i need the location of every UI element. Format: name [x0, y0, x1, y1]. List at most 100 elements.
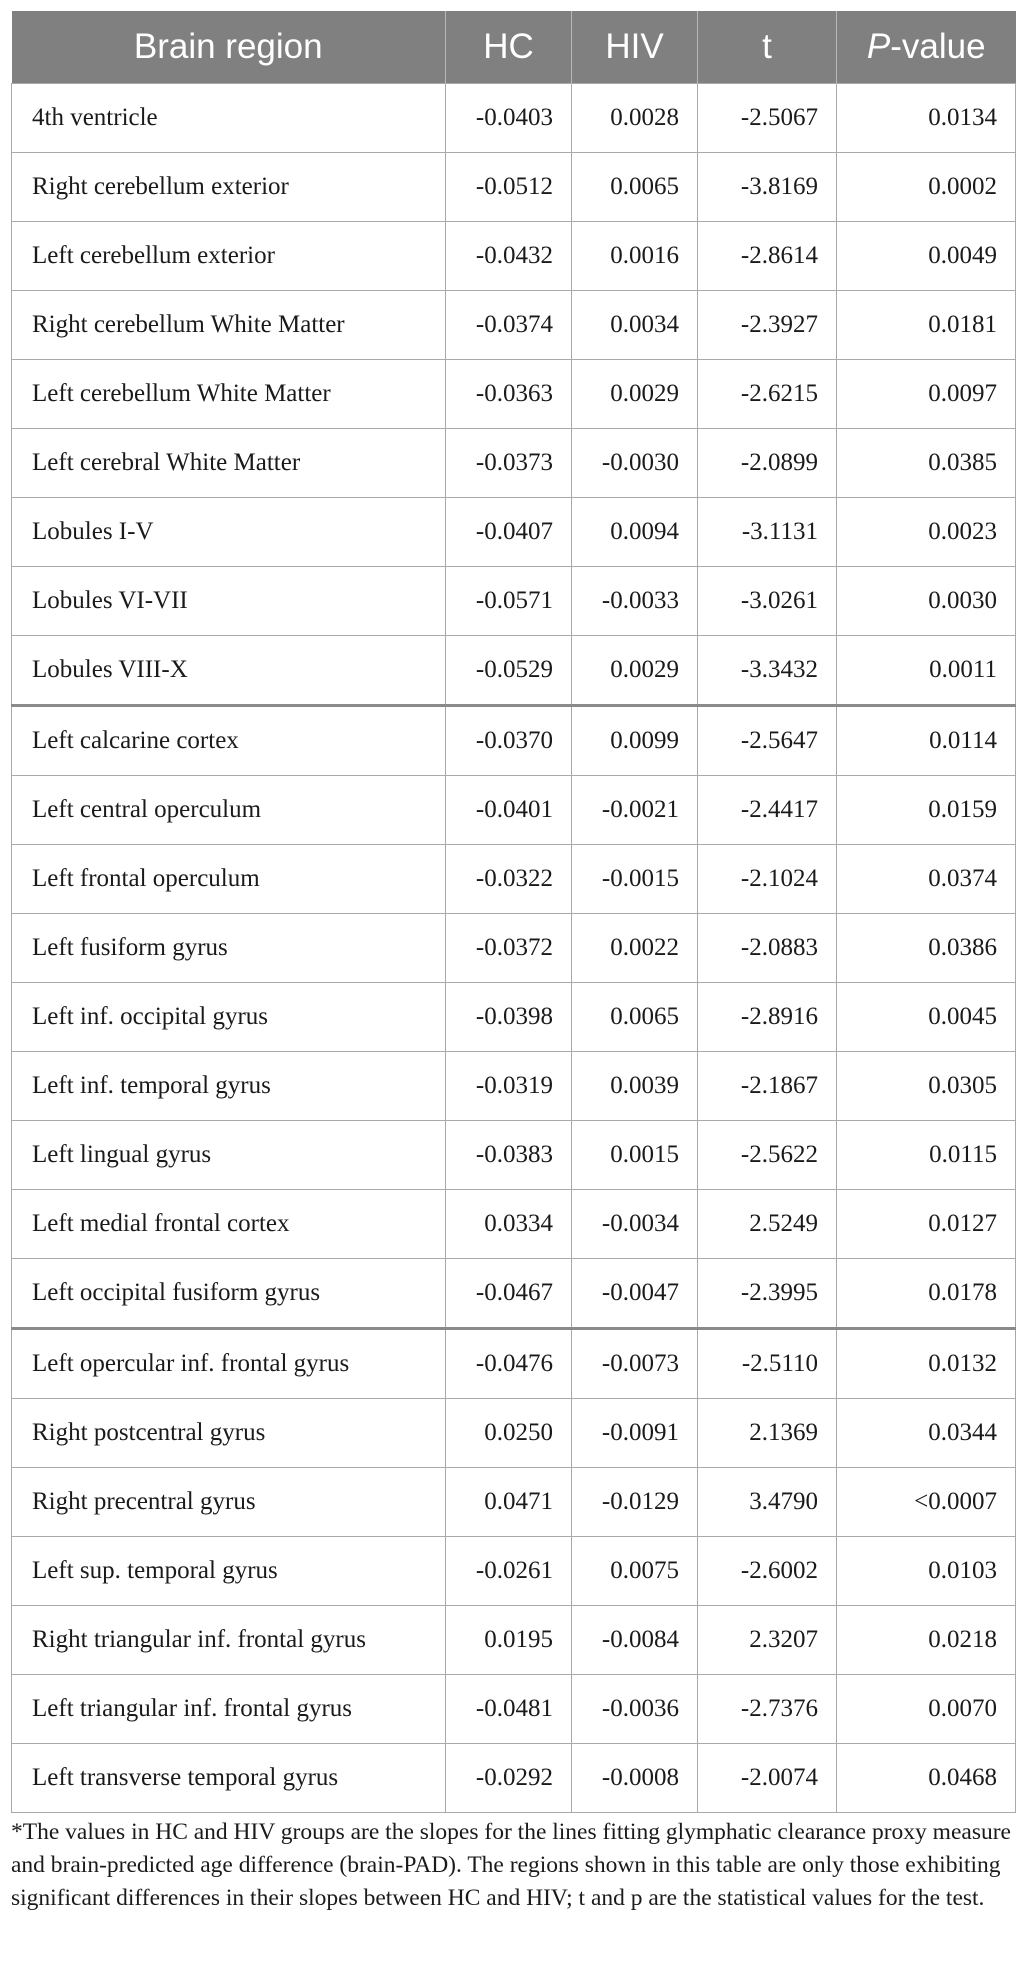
cell-brain-region: Left cerebellum exterior — [11, 221, 446, 291]
cell-hc: -0.0292 — [445, 1743, 572, 1813]
table-row: Right postcentral gyrus 0.0250 -0.0091 2.13… — [11, 1398, 1016, 1468]
table-row: Left occipital fusiform gyrus -0.0467 -0.0… — [11, 1258, 1016, 1329]
cell-hc: -0.0383 — [445, 1120, 572, 1190]
cell-p-value: 0.0049 — [836, 221, 1016, 291]
cell-t: 3.4790 — [697, 1467, 837, 1537]
cell-t: -2.3995 — [697, 1258, 837, 1329]
cell-brain-region: Lobules VI-VII — [11, 566, 446, 636]
cell-t: -2.8916 — [697, 982, 837, 1052]
cell-hiv: 0.0022 — [571, 913, 698, 983]
table-row: 4th ventricle -0.0403 0.0028 -2.5067 0.0134 — [11, 83, 1016, 153]
cell-brain-region: Left cerebral White Matter — [11, 428, 446, 498]
header-p-suffix: -value — [890, 27, 986, 66]
cell-hiv: -0.0129 — [571, 1467, 698, 1537]
cell-brain-region: Left inf. temporal gyrus — [11, 1051, 446, 1121]
table-header: Brain region HC HIV t P-value — [11, 11, 1016, 84]
cell-hiv: -0.0021 — [571, 775, 698, 845]
cell-p-value: 0.0023 — [836, 497, 1016, 567]
cell-hiv: 0.0028 — [571, 83, 698, 153]
cell-t: 2.5249 — [697, 1189, 837, 1259]
table-row: Left cerebellum White Matter -0.0363 0.002… — [11, 359, 1016, 429]
cell-brain-region: Left fusiform gyrus — [11, 913, 446, 983]
table-row: Right precentral gyrus 0.0471 -0.0129 3.479… — [11, 1467, 1016, 1537]
table-row: Lobules I-V -0.0407 0.0094 -3.1131 0.0023 — [11, 497, 1016, 567]
cell-p-value: 0.0070 — [836, 1674, 1016, 1744]
table-row: Left transverse temporal gyrus -0.0292 -0.… — [11, 1743, 1016, 1813]
cell-hc: -0.0398 — [445, 982, 572, 1052]
cell-p-value: 0.0045 — [836, 982, 1016, 1052]
cell-t: -2.0883 — [697, 913, 837, 983]
cell-hc: -0.0512 — [445, 152, 572, 222]
cell-hiv: 0.0029 — [571, 359, 698, 429]
cell-t: -2.7376 — [697, 1674, 837, 1744]
cell-p-value: 0.0344 — [836, 1398, 1016, 1468]
cell-hc: -0.0432 — [445, 221, 572, 291]
cell-t: 2.3207 — [697, 1605, 837, 1675]
table-row: Left frontal operculum -0.0322 -0.0015 -2.1… — [11, 844, 1016, 914]
cell-p-value: 0.0132 — [836, 1327, 1016, 1399]
cell-t: -2.1867 — [697, 1051, 837, 1121]
table-row: Left inf. temporal gyrus -0.0319 0.0039 -2.… — [11, 1051, 1016, 1121]
header-brain-region: Brain region — [11, 11, 446, 84]
cell-t: -2.5067 — [697, 83, 837, 153]
cell-hc: -0.0319 — [445, 1051, 572, 1121]
cell-hc: 0.0195 — [445, 1605, 572, 1675]
cell-p-value: 0.0134 — [836, 83, 1016, 153]
cell-hiv: 0.0094 — [571, 497, 698, 567]
cell-brain-region: Lobules VIII-X — [11, 635, 446, 706]
cell-p-value: 0.0103 — [836, 1536, 1016, 1606]
results-table: Brain region HC HIV t P-value 4th ventri… — [11, 11, 1016, 1813]
cell-hiv: -0.0036 — [571, 1674, 698, 1744]
header-hc: HC — [445, 11, 572, 84]
header-row: Brain region HC HIV t P-value — [11, 11, 1016, 84]
cell-hc: -0.0481 — [445, 1674, 572, 1744]
table-row: Left calcarine cortex -0.0370 0.0099 -2.564… — [11, 704, 1016, 776]
cell-p-value: 0.0178 — [836, 1258, 1016, 1329]
cell-brain-region: Right precentral gyrus — [11, 1467, 446, 1537]
cell-p-value: <0.0007 — [836, 1467, 1016, 1537]
cell-brain-region: Left lingual gyrus — [11, 1120, 446, 1190]
header-p-italic: P — [866, 27, 891, 66]
cell-t: -3.0261 — [697, 566, 837, 636]
cell-hiv: -0.0073 — [571, 1327, 698, 1399]
cell-hc: -0.0571 — [445, 566, 572, 636]
cell-hiv: -0.0008 — [571, 1743, 698, 1813]
cell-hc: 0.0471 — [445, 1467, 572, 1537]
cell-t: -2.5622 — [697, 1120, 837, 1190]
cell-p-value: 0.0385 — [836, 428, 1016, 498]
cell-brain-region: Left transverse temporal gyrus — [11, 1743, 446, 1813]
table-row: Left sup. temporal gyrus -0.0261 0.0075 -2.… — [11, 1536, 1016, 1606]
cell-t: -2.6215 — [697, 359, 837, 429]
table-row: Left lingual gyrus -0.0383 0.0015 -2.5622 0.… — [11, 1120, 1016, 1190]
cell-brain-region: Left medial frontal cortex — [11, 1189, 446, 1259]
cell-hiv: -0.0015 — [571, 844, 698, 914]
cell-hc: 0.0334 — [445, 1189, 572, 1259]
cell-t: -3.3432 — [697, 635, 837, 706]
cell-hc: -0.0372 — [445, 913, 572, 983]
cell-t: -2.0074 — [697, 1743, 837, 1813]
table-row: Right triangular inf. frontal gyrus 0.019… — [11, 1605, 1016, 1675]
cell-brain-region: Left frontal operculum — [11, 844, 446, 914]
table-row: Lobules VIII-X -0.0529 0.0029 -3.3432 0.0011 — [11, 635, 1016, 706]
cell-p-value: 0.0305 — [836, 1051, 1016, 1121]
table-row: Left cerebral White Matter -0.0373 -0.0030… — [11, 428, 1016, 498]
cell-hc: -0.0403 — [445, 83, 572, 153]
cell-brain-region: Right cerebellum exterior — [11, 152, 446, 222]
cell-t: -3.1131 — [697, 497, 837, 567]
cell-p-value: 0.0374 — [836, 844, 1016, 914]
cell-hc: -0.0407 — [445, 497, 572, 567]
cell-hiv: 0.0034 — [571, 290, 698, 360]
cell-p-value: 0.0181 — [836, 290, 1016, 360]
cell-t: -2.0899 — [697, 428, 837, 498]
header-t: t — [697, 11, 837, 84]
cell-brain-region: Left central operculum — [11, 775, 446, 845]
cell-t: -2.3927 — [697, 290, 837, 360]
cell-brain-region: Right triangular inf. frontal gyrus — [11, 1605, 446, 1675]
cell-brain-region: Left opercular inf. frontal gyrus — [11, 1327, 446, 1399]
cell-hc: 0.0250 — [445, 1398, 572, 1468]
cell-t: -2.1024 — [697, 844, 837, 914]
cell-t: -3.8169 — [697, 152, 837, 222]
table-row: Left cerebellum exterior -0.0432 0.0016 -2.… — [11, 221, 1016, 291]
cell-hiv: -0.0047 — [571, 1258, 698, 1329]
table-row: Left central operculum -0.0401 -0.0021 -2.4… — [11, 775, 1016, 845]
